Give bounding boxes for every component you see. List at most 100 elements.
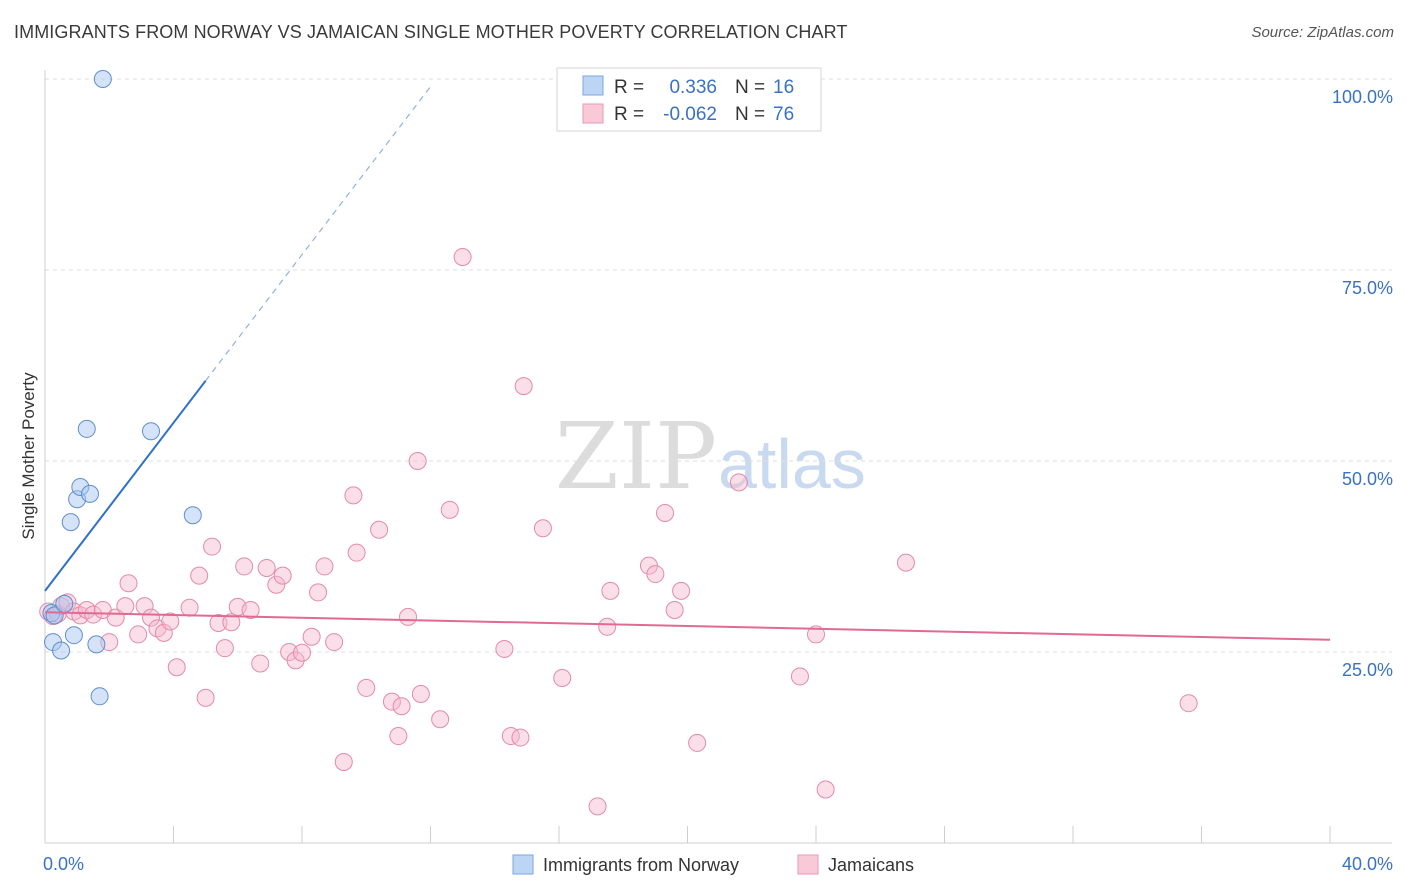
norway-point xyxy=(55,594,74,613)
jamaicans-point xyxy=(646,565,665,584)
jamaicans-point xyxy=(601,581,620,600)
jamaicans-point xyxy=(389,727,408,746)
y-tick-label: 75.0% xyxy=(1342,278,1393,298)
jamaicans-point xyxy=(119,574,138,593)
jamaicans-points xyxy=(39,248,1198,816)
series-legend: Immigrants from Norway Jamaicans xyxy=(512,854,914,875)
jamaicans-point xyxy=(408,452,427,470)
jamaicans-point xyxy=(267,575,286,594)
jamaicans-point xyxy=(807,625,825,644)
jamaicans-point xyxy=(116,597,135,616)
jamaicans-point xyxy=(293,643,311,662)
jamaicans-point xyxy=(203,537,222,556)
jamaicans-point xyxy=(501,727,520,746)
chart-title: IMMIGRANTS FROM NORWAY VS JAMAICAN SINGL… xyxy=(14,22,848,42)
norway-point xyxy=(45,606,64,625)
jamaicans-point xyxy=(286,651,305,670)
jamaicans-point xyxy=(273,566,292,585)
jamaicans-point xyxy=(142,608,161,627)
norway-trend-line xyxy=(44,380,207,592)
jamaicans-point xyxy=(453,248,472,267)
jamaicans-point xyxy=(251,654,270,673)
norway-point xyxy=(80,484,99,503)
jamaicans-point xyxy=(514,377,533,396)
jamaicans-point xyxy=(392,697,411,716)
stats-legend-swatch-norway xyxy=(582,75,604,96)
jamaicans-point xyxy=(334,753,353,772)
jamaicans-point xyxy=(411,685,430,704)
y-tick-label: 50.0% xyxy=(1342,469,1393,489)
jamaicans-point xyxy=(325,633,344,652)
jamaicans-point xyxy=(729,473,748,492)
jamaicans-point xyxy=(315,557,334,576)
jamaicans-point xyxy=(215,639,234,658)
norway-point xyxy=(93,70,112,88)
stats-r-label-jamaicans: R = xyxy=(614,104,644,125)
jamaicans-point xyxy=(347,543,366,562)
watermark-zip: ZIP xyxy=(555,403,717,510)
y-tick-label: 100.0% xyxy=(1332,87,1393,107)
y-tick-labels: 25.0% 50.0% 75.0% 100.0% xyxy=(1332,87,1393,680)
jamaicans-point xyxy=(241,600,260,619)
jamaicans-point xyxy=(190,566,209,585)
jamaicans-point xyxy=(161,612,180,631)
jamaicans-point xyxy=(495,639,514,658)
norway-point xyxy=(77,419,96,438)
legend-label-norway: Immigrants from Norway xyxy=(543,855,739,875)
legend-swatch-norway xyxy=(512,854,534,875)
jamaicans-point xyxy=(790,667,809,686)
jamaicans-point xyxy=(672,581,691,600)
x-tick-label-min: 0.0% xyxy=(43,854,84,874)
jamaicans-point xyxy=(588,797,607,816)
jamaicans-point xyxy=(302,627,321,646)
jamaicans-point xyxy=(1179,694,1198,713)
stats-legend: R = 0.336 N = 16 R = -0.062 N = 76 xyxy=(556,67,822,132)
stats-r-label-norway: R = xyxy=(614,77,644,98)
jamaicans-point xyxy=(167,658,186,677)
jamaicans-trend-line xyxy=(44,611,1331,641)
jamaicans-point xyxy=(222,613,241,632)
y-axis-label: Single Mother Poverty xyxy=(19,372,38,540)
norway-point xyxy=(87,635,106,654)
norway-point xyxy=(52,641,71,660)
norway-point xyxy=(61,513,80,532)
jamaicans-point xyxy=(665,600,684,619)
jamaicans-point xyxy=(656,503,675,522)
norway-point xyxy=(183,506,202,525)
jamaicans-point xyxy=(309,583,328,602)
jamaicans-point xyxy=(209,613,228,632)
jamaicans-point xyxy=(598,617,617,636)
jamaicans-point xyxy=(896,553,915,572)
jamaicans-point xyxy=(129,625,148,644)
y-tick-label: 25.0% xyxy=(1342,660,1393,680)
norway-trend-extension xyxy=(205,86,431,382)
stats-n-label-jamaicans: N = xyxy=(735,104,765,125)
jamaicans-point xyxy=(196,688,215,707)
jamaicans-point xyxy=(344,486,363,505)
norway-points xyxy=(42,70,202,706)
legend-label-jamaicans: Jamaicans xyxy=(828,855,914,875)
jamaicans-point xyxy=(431,710,450,729)
jamaicans-point xyxy=(399,607,418,626)
trend-lines xyxy=(44,86,1331,641)
stats-r-value-norway: 0.336 xyxy=(669,77,717,98)
axes xyxy=(44,70,1392,844)
jamaicans-point xyxy=(370,520,389,539)
x-tick-label-max: 40.0% xyxy=(1342,854,1393,874)
jamaicans-point xyxy=(533,519,552,538)
norway-point xyxy=(142,422,161,441)
jamaicans-point xyxy=(816,780,835,799)
jamaicans-point xyxy=(154,623,173,642)
norway-point xyxy=(64,626,83,645)
source-label: Source: ZipAtlas.com xyxy=(1251,24,1394,41)
stats-legend-swatch-jamaicans xyxy=(582,103,604,124)
jamaicans-point xyxy=(357,678,376,697)
jamaicans-point xyxy=(553,668,572,687)
jamaicans-point xyxy=(180,598,199,617)
jamaicans-point xyxy=(511,728,530,747)
jamaicans-point xyxy=(440,500,459,519)
norway-point xyxy=(90,687,109,706)
stats-n-label-norway: N = xyxy=(735,77,765,98)
jamaicans-point xyxy=(382,692,401,711)
stats-n-value-jamaicans: 76 xyxy=(773,104,794,125)
